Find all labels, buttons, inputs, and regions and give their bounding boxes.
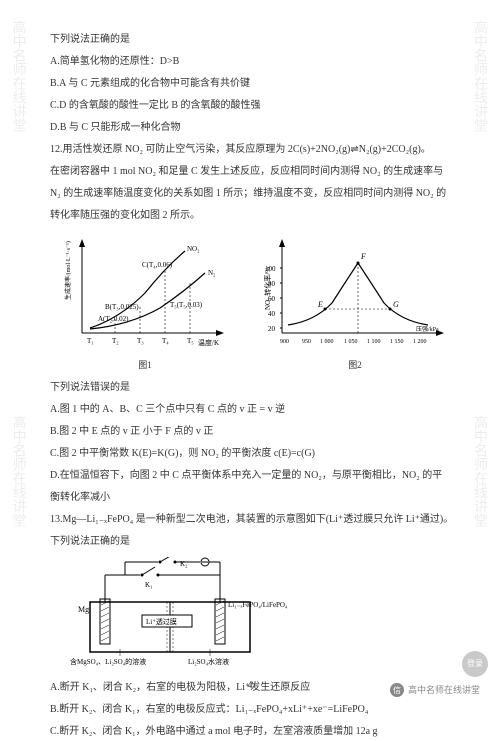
q12-option-d-2: 衡转化率减小: [50, 488, 460, 507]
figure-2-block: 20 40 60 80 100 E F G 900 950 1 000: [260, 233, 450, 374]
svg-text:1 200: 1 200: [413, 339, 427, 345]
q13-line2: 下列说法正确的是: [50, 532, 460, 551]
watermark: 高中名师在线讲堂: [467, 20, 494, 132]
q12-line2: 在密闭容器中 1 mol NO₂ 和足量 C 发生上述反应，反应相同时间内测得 …: [50, 162, 460, 181]
svg-text:B(T₃,0.025): B(T₃,0.025): [105, 303, 139, 311]
svg-text:Li₁₋ₓFePO₄/LiFePO₄: Li₁₋ₓFePO₄/LiFePO₄: [228, 601, 288, 609]
svg-text:含MgSO₄、Li₂SO₄的溶液: 含MgSO₄、Li₂SO₄的溶液: [70, 657, 146, 666]
figure-2: 20 40 60 80 100 E F G 900 950 1 000: [260, 233, 450, 348]
svg-text:A(T₂,0.02): A(T₂,0.02): [98, 315, 129, 323]
svg-text:Mg: Mg: [78, 605, 89, 614]
q12-line1: 12.用活性炭还原 NO₂ 可防止空气污染，其反应原理为 2C(s)+2NO₂(…: [50, 140, 460, 159]
svg-text:T₅(T₅,0.03): T₅(T₅,0.03): [170, 301, 203, 309]
svg-text:G: G: [393, 300, 399, 309]
footer-badge: 信 高中名师在线讲堂: [390, 682, 480, 699]
svg-text:950: 950: [302, 339, 311, 345]
svg-text:T₂: T₂: [112, 337, 119, 345]
q11-option-b: B.A 与 C 元素组成的化合物中可能含有共价键: [50, 74, 460, 93]
svg-text:T₁: T₁: [87, 337, 94, 345]
circuit-diagram-wrap: K₁ K₂: [70, 557, 460, 674]
svg-text:20: 20: [268, 325, 276, 333]
figure-1-block: B(T₃,0.025) A(T₂,0.02) C(T₄,0.06) T₅(T₅,…: [60, 233, 230, 374]
svg-text:T₃: T₃: [137, 337, 144, 345]
watermark: 高中名师在线讲堂: [6, 415, 33, 527]
svg-text:Li₂SO₄水溶液: Li₂SO₄水溶液: [188, 657, 229, 666]
svg-text:K₂: K₂: [180, 560, 188, 568]
q12-option-c: C.图 2 中平衡常数 K(E)=K(G)，则 NO₂ 的平衡浓度 c(E)=c…: [50, 444, 460, 463]
circuit-diagram: K₁ K₂: [70, 557, 300, 667]
q12-line4: 转化率随压强的变化如图 2 所示。: [50, 206, 460, 225]
q11-option-c: C.D 的含氧酸的酸性一定比 B 的含氧酸的酸性强: [50, 96, 460, 115]
q11-option-a: A.简单氢化物的还原性：D>B: [50, 52, 460, 71]
svg-text:压强/kPa: 压强/kPa: [416, 326, 439, 333]
svg-text:F: F: [360, 252, 366, 261]
svg-text:N₂: N₂: [208, 269, 216, 277]
figures-row: B(T₃,0.025) A(T₂,0.02) C(T₄,0.06) T₅(T₅,…: [50, 233, 460, 374]
svg-text:T₄: T₄: [162, 337, 169, 345]
q12-stem: 下列说法错误的是: [50, 378, 460, 397]
figure-1: B(T₃,0.025) A(T₂,0.02) C(T₄,0.06) T₅(T₅,…: [60, 233, 230, 348]
svg-text:1 000: 1 000: [320, 339, 334, 345]
q12-option-a: A.图 1 中的 A、B、C 三个点中只有 C 点的 v 正 = v 逆: [50, 400, 460, 419]
q12-option-d-1: D.在恒温恒容下，向图 2 中 C 点平衡体系中充入一定量的 NO₂，与原平衡相…: [50, 466, 460, 485]
watermark: 高中名师在线讲堂: [467, 415, 494, 527]
q11-stem: 下列说法正确的是: [50, 30, 460, 49]
svg-text:NO₂ 转化率/%: NO₂ 转化率/%: [263, 267, 272, 310]
svg-text:温度/K: 温度/K: [198, 338, 219, 347]
svg-text:C(T₄,0.06): C(T₄,0.06): [142, 261, 173, 269]
q13-option-c: C.断开 K₂、闭合 K₁，外电路中通过 a mol 电子时，左室溶液质量增加 …: [50, 722, 460, 741]
watermark: 高中名师在线讲堂: [6, 20, 33, 132]
q12-line3: N₂ 的生成速率随温度变化的关系如图 1 所示；维持温度不变，反应相同时间内测得…: [50, 184, 460, 203]
svg-text:1 100: 1 100: [367, 339, 381, 345]
figure-1-caption-real: 图1: [60, 357, 230, 374]
footer-text: 高中名师在线讲堂: [408, 682, 480, 699]
q11-option-d: D.B 与 C 只能形成一种化合物: [50, 118, 460, 137]
svg-text:40: 40: [268, 310, 276, 318]
svg-text:T₅: T₅: [187, 337, 194, 345]
figure-2-caption: 图2: [260, 357, 450, 374]
q12-option-b: B.图 2 中 E 点的 v 正 小于 F 点的 v 正: [50, 422, 460, 441]
svg-text:Li⁺透过膜: Li⁺透过膜: [146, 617, 177, 626]
svg-text:生成速率/(mol·L⁻¹·s⁻¹): 生成速率/(mol·L⁻¹·s⁻¹): [64, 241, 72, 300]
q13-line1: 13.Mg—Li₁₋ₓFePO₄ 是一种新型二次电池，其装置的示意图如下(Li⁺…: [50, 510, 460, 529]
svg-text:1 050: 1 050: [344, 339, 358, 345]
svg-text:NO₂: NO₂: [187, 245, 200, 253]
svg-text:K₁: K₁: [145, 581, 153, 589]
svg-text:1 150: 1 150: [390, 339, 404, 345]
corner-stamp: 登录: [462, 651, 488, 677]
svg-text:900: 900: [280, 339, 289, 345]
svg-text:E: E: [317, 300, 323, 309]
wechat-icon: 信: [390, 683, 404, 697]
q13-option-b: B.断开 K₂、闭合 K₁，右室的电极反应式：Li₁₋ₓFePO₄+xLi⁺+x…: [50, 700, 460, 719]
